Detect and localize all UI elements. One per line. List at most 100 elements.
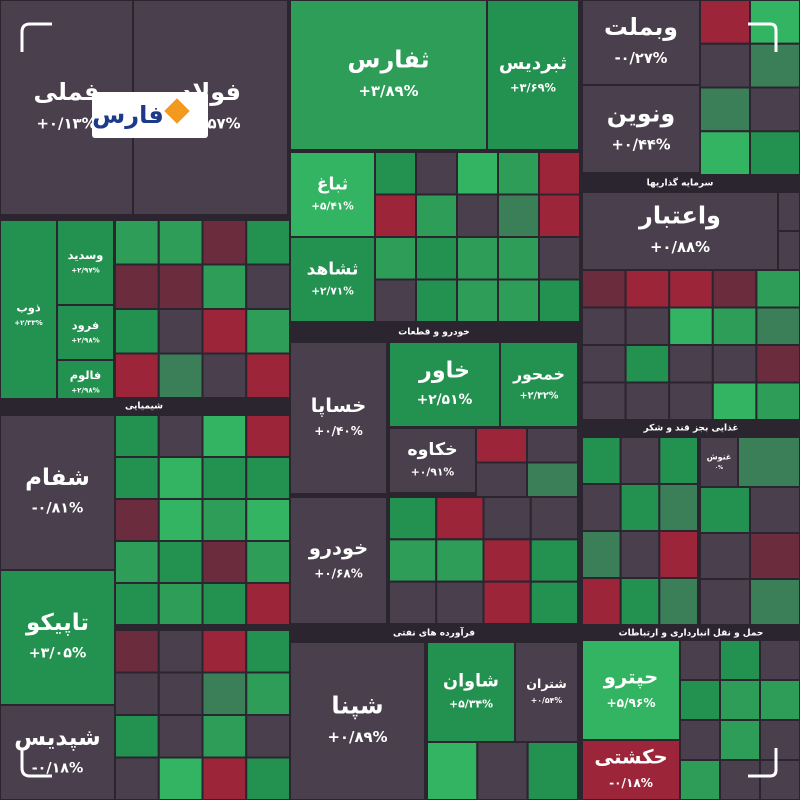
small-tile	[719, 679, 761, 721]
corner	[20, 22, 52, 52]
logo: فارس	[92, 92, 208, 138]
small-tile	[456, 278, 499, 323]
tile-name: شپدیس	[14, 725, 100, 751]
small-tile	[114, 456, 160, 500]
small-tile	[114, 498, 160, 542]
tile-change: +۲/۳۲%	[520, 390, 559, 401]
small-tile	[529, 538, 579, 583]
tile-change: +۰/۴۴%	[611, 137, 670, 154]
small-tile	[475, 427, 528, 464]
tile	[581, 191, 779, 271]
tile-change: +۲/۹۷%	[71, 265, 99, 274]
sector-label: حمل و نقل انبارداری و ارتباطات	[619, 629, 764, 639]
small-tile	[497, 193, 540, 238]
small-tile	[114, 582, 160, 626]
small-tile	[711, 306, 758, 346]
small-tile	[245, 582, 291, 626]
small-tile	[157, 582, 204, 626]
small-tile	[619, 483, 661, 532]
tile-change: +۵/۳۴%	[449, 697, 493, 710]
small-tile	[435, 496, 485, 541]
small-tile	[711, 344, 758, 384]
sector-bar	[582, 625, 800, 641]
small-tile	[201, 671, 248, 716]
tile-name: ذوب	[16, 301, 41, 315]
sector-label: خودرو و قطعات	[398, 328, 470, 338]
small-tile	[482, 538, 532, 583]
small-tile	[581, 269, 627, 309]
small-tile	[114, 219, 160, 266]
tile	[56, 219, 115, 306]
small-tile	[157, 498, 204, 542]
tile	[581, 639, 681, 741]
sector-bar	[0, 398, 288, 414]
tile-name: شفام	[25, 465, 90, 491]
small-tile	[157, 308, 204, 355]
small-tile	[526, 741, 580, 800]
small-tile	[435, 580, 485, 626]
tile	[581, 0, 701, 86]
small-tile	[157, 671, 204, 716]
small-tile	[201, 714, 248, 759]
small-tile	[157, 629, 204, 674]
small-tile	[719, 719, 761, 761]
small-tile	[435, 538, 485, 583]
sector-label: سرمایه گذاریها	[647, 177, 714, 189]
tile	[388, 427, 477, 494]
small-tile	[201, 352, 248, 399]
small-tile	[415, 236, 458, 281]
small-tile	[679, 679, 721, 721]
tile-name: ثبردیس	[499, 53, 567, 74]
small-tile	[114, 352, 160, 399]
tile-name: ثباغ	[317, 174, 348, 194]
small-tile	[374, 193, 417, 238]
small-tile	[658, 577, 699, 626]
small-tile	[581, 436, 622, 485]
tile-name: وبملت	[604, 13, 678, 41]
small-tile	[114, 263, 160, 310]
small-tile	[201, 308, 248, 355]
small-tile	[581, 530, 622, 579]
small-tile	[497, 278, 540, 323]
tile	[699, 436, 739, 488]
small-tile	[538, 278, 581, 323]
small-tile	[658, 483, 699, 532]
small-tile	[679, 639, 721, 681]
tile	[426, 641, 516, 743]
small-tile	[581, 483, 622, 532]
small-tile	[201, 582, 248, 626]
tile	[486, 0, 580, 151]
small-tile	[245, 414, 291, 458]
small-tile	[245, 671, 291, 716]
small-tile	[526, 461, 579, 498]
tile-name: شاوان	[443, 671, 499, 691]
small-tile	[538, 236, 581, 281]
small-tile	[426, 741, 479, 800]
tile-change: +۲/۹۸%	[71, 335, 99, 344]
tile-change: +۲/۳۳%	[14, 318, 42, 327]
small-tile	[114, 671, 160, 716]
small-tile	[755, 344, 800, 384]
small-tile	[699, 130, 751, 176]
tile-name: فملی	[34, 78, 100, 106]
small-tile	[114, 414, 160, 458]
tile-name: حپترو	[603, 666, 659, 689]
small-tile	[114, 629, 160, 674]
tile	[0, 219, 58, 411]
tile	[289, 641, 426, 800]
small-tile	[526, 427, 579, 464]
small-tile	[668, 269, 714, 309]
sector-bar	[582, 420, 800, 436]
small-tile	[374, 151, 417, 196]
small-tile	[201, 263, 248, 310]
tile-name: ثفارس	[347, 46, 429, 74]
tile-name: ونوین	[607, 99, 675, 127]
small-tile	[755, 381, 800, 421]
small-tile	[374, 278, 417, 323]
small-tile	[157, 540, 204, 584]
tile-name: خودرو	[308, 536, 368, 559]
small-tile	[245, 714, 291, 759]
small-tile	[581, 344, 627, 384]
